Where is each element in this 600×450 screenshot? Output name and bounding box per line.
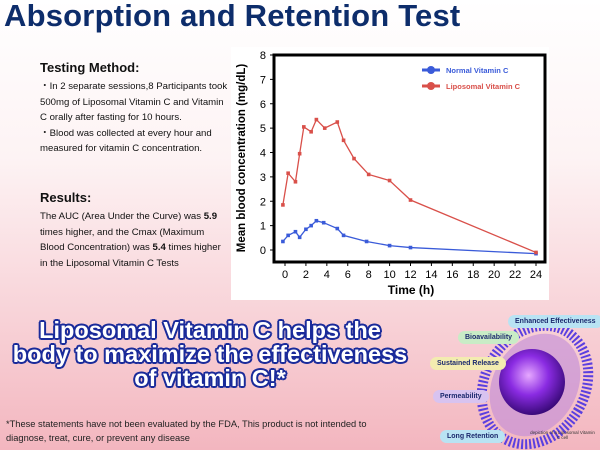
legend-label-normal: Normal Vitamin C <box>446 66 509 75</box>
method-line: ・In 2 separate sessions,8 Participants t… <box>40 81 228 123</box>
data-point <box>293 229 298 234</box>
results-text-part: times higher, and the Cmax (Maximum Bloo… <box>40 226 205 254</box>
tag-long-retention: Long Retention <box>440 430 506 443</box>
y-tick-label: 2 <box>260 196 266 208</box>
series-line-liposomal <box>282 118 537 254</box>
x-tick-label: 4 <box>324 269 330 281</box>
x-tick-label: 8 <box>366 269 372 281</box>
data-point <box>335 120 340 124</box>
tag-bioavailability: Bioavailability <box>458 331 520 344</box>
y-tick-label: 1 <box>260 221 266 233</box>
method-heading: Testing Method: <box>40 60 140 75</box>
x-tick-label: 12 <box>404 269 416 281</box>
plot-frame <box>272 53 547 264</box>
illustration-caption: depiction of a Liposomal Vitamin C cell <box>530 430 595 440</box>
data-point <box>335 226 340 231</box>
y-tick-label: 3 <box>260 172 266 184</box>
x-tick-label: 0 <box>282 269 288 281</box>
data-point <box>314 218 319 223</box>
data-point <box>286 233 290 238</box>
data-point <box>297 151 302 156</box>
method-text: ・In 2 separate sessions,8 Participants t… <box>40 79 230 157</box>
data-point <box>321 220 326 225</box>
legend: Normal Vitamin C Liposomal Vitamin C <box>422 66 521 91</box>
data-point <box>341 138 346 143</box>
data-point <box>302 125 306 129</box>
data-point <box>281 239 285 244</box>
x-tick-label: 14 <box>425 269 437 281</box>
legend-marker-normal <box>427 66 435 74</box>
data-point <box>341 233 346 238</box>
data-point <box>297 235 302 240</box>
x-axis-label: Time (h) <box>388 283 434 297</box>
data-point <box>408 198 413 202</box>
data-point <box>314 117 319 122</box>
results-heading: Results: <box>40 190 92 205</box>
data-point <box>408 245 413 250</box>
data-point <box>366 172 371 177</box>
data-point <box>387 178 392 183</box>
tag-enhanced-effectiveness: Enhanced Effectiveness <box>508 315 600 328</box>
x-tick-label: 24 <box>530 269 542 281</box>
disclaimer: *These statements have not been evaluate… <box>6 419 367 443</box>
x-tick-label: 10 <box>383 269 395 281</box>
data-point <box>293 179 298 184</box>
y-tick-label: 7 <box>260 74 266 86</box>
x-tick-label: 2 <box>303 269 309 281</box>
results-text-part: The AUC (Area Under the Curve) was <box>40 211 204 222</box>
method-line: ・Blood was collected at every hour and m… <box>40 127 212 155</box>
data-point <box>309 129 313 134</box>
tag-sustained-release: Sustained Release <box>430 357 506 370</box>
data-point <box>534 250 538 255</box>
y-tick-label: 6 <box>260 99 266 111</box>
legend-marker-liposomal <box>427 82 435 90</box>
x-tick-label: 18 <box>467 269 479 281</box>
vitamin-core-icon <box>499 349 565 415</box>
x-tick-label: 16 <box>446 269 458 281</box>
y-tick-label: 4 <box>260 148 266 160</box>
chart-panel <box>231 47 549 300</box>
auc-value: 5.9 <box>203 211 218 222</box>
data-point <box>281 203 285 207</box>
data-point <box>387 243 392 248</box>
results-text: The AUC (Area Under the Curve) was 5.9 t… <box>40 209 230 271</box>
data-point <box>304 227 308 232</box>
y-tick-label: 5 <box>260 123 266 135</box>
slogan: Liposomal Vitamin C helps the body to ma… <box>12 317 408 391</box>
data-point <box>322 126 327 130</box>
x-tick-label: 20 <box>488 269 500 281</box>
page-title: Absorption and Retention Test <box>4 0 461 33</box>
data-point <box>286 171 290 176</box>
data-point <box>352 156 356 161</box>
x-tick-label: 6 <box>345 269 351 281</box>
results-text-part: times higher in the Liposomal Vitamin C … <box>40 242 221 269</box>
cmax-value: 5.4 <box>152 242 166 253</box>
legend-label-liposomal: Liposomal Vitamin C <box>446 82 521 91</box>
tag-permeability: Permeability <box>433 390 489 403</box>
x-tick-label: 22 <box>509 269 521 281</box>
y-tick-label: 0 <box>260 245 266 257</box>
y-tick-label: 8 <box>260 50 266 62</box>
data-point <box>309 223 313 228</box>
y-axis-label: Mean blood concentration (mg/dL) <box>236 64 248 253</box>
data-point <box>364 239 369 244</box>
